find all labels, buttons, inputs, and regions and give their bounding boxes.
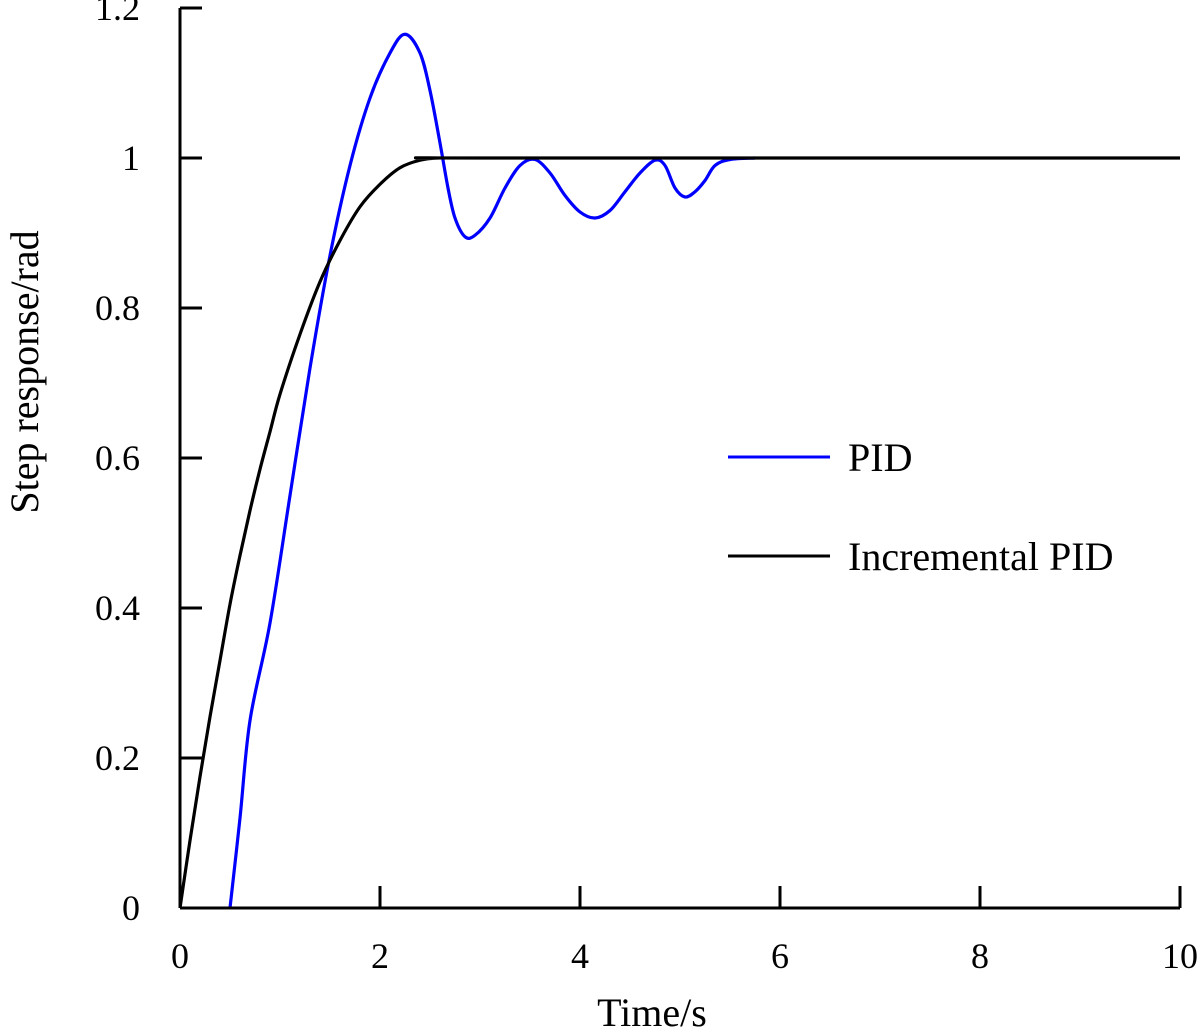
y-tick-label: 0 — [122, 888, 140, 928]
x-tick-label: 6 — [771, 936, 789, 976]
series-line-incremental-pid — [178, 156, 1180, 909]
y-tick-label: 0.2 — [95, 738, 140, 778]
x-ticks: 0 2 4 6 8 10 — [171, 886, 1198, 976]
legend-label-incremental-pid: Incremental PID — [848, 534, 1113, 579]
legend: PID Incremental PID — [728, 435, 1113, 579]
y-axis-title: Step response/rad — [2, 230, 47, 513]
x-tick-label: 4 — [571, 936, 589, 976]
plot-lines — [178, 32, 1180, 909]
y-ticks: 0 0.2 0.4 0.6 0.8 1 1.2 — [95, 0, 202, 928]
y-tick-label: 0.6 — [95, 438, 140, 478]
x-tick-label: 0 — [171, 936, 189, 976]
y-tick-label: 1 — [122, 138, 140, 178]
x-tick-label: 10 — [1162, 936, 1198, 976]
legend-label-pid: PID — [848, 435, 912, 480]
x-tick-label: 2 — [371, 936, 389, 976]
x-tick-label: 8 — [971, 936, 989, 976]
y-tick-label: 0.4 — [95, 588, 140, 628]
y-tick-label: 1.2 — [95, 0, 140, 28]
series-line-pid — [228, 32, 756, 909]
axes — [178, 8, 1180, 910]
y-tick-label: 0.8 — [95, 288, 140, 328]
x-axis-title: Time/s — [597, 990, 707, 1035]
